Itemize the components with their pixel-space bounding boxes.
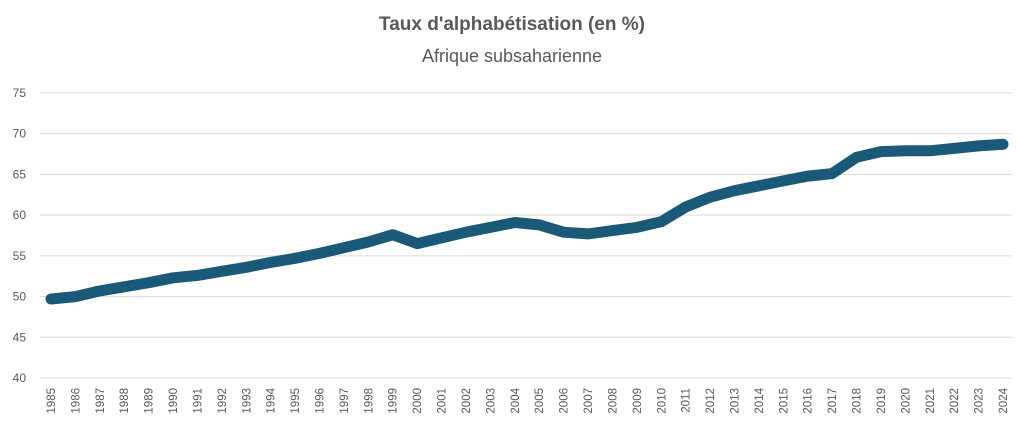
x-tick-label: 1994 xyxy=(266,387,278,413)
x-tick-label: 2023 xyxy=(974,388,986,414)
data-point xyxy=(70,291,81,302)
x-tick-label: 2020 xyxy=(900,388,912,414)
data-point xyxy=(168,272,179,283)
series-group xyxy=(45,138,1009,305)
data-point xyxy=(802,171,813,182)
x-tick-label: 1985 xyxy=(46,388,58,414)
data-point xyxy=(412,238,423,249)
data-point xyxy=(241,262,252,273)
data-point xyxy=(290,253,301,264)
data-point xyxy=(680,202,691,212)
x-tick-label: 2024 xyxy=(998,387,1010,413)
data-point xyxy=(656,216,667,227)
x-tick-label: 1987 xyxy=(95,388,107,414)
data-point xyxy=(851,152,862,163)
x-tick-label: 2013 xyxy=(729,388,741,414)
x-tick-label: 1991 xyxy=(192,388,204,414)
x-tick-label: 1997 xyxy=(339,388,351,414)
data-point xyxy=(461,227,471,238)
y-tick-label: 65 xyxy=(13,167,27,181)
x-tick-label: 1988 xyxy=(119,388,131,414)
y-axis: 40 45 50 55 60 65 70 75 xyxy=(13,86,27,385)
x-tick-label: 1992 xyxy=(217,388,229,414)
data-point xyxy=(631,222,642,233)
data-point xyxy=(924,145,935,156)
x-tick-label: 2014 xyxy=(754,387,766,413)
y-tick-label: 70 xyxy=(13,127,27,141)
y-tick-label: 75 xyxy=(13,86,27,100)
y-tick-label: 60 xyxy=(13,208,27,222)
x-tick-label: 2002 xyxy=(461,388,473,414)
data-point xyxy=(338,242,349,253)
y-tick-label: 45 xyxy=(13,330,27,344)
data-point xyxy=(265,257,276,268)
gridlines xyxy=(40,92,1012,379)
data-point xyxy=(607,225,618,236)
x-tick-label: 1993 xyxy=(241,388,253,414)
data-point xyxy=(436,232,447,243)
x-tick-label: 2005 xyxy=(534,388,546,414)
data-point xyxy=(778,175,789,186)
x-tick-label: 1995 xyxy=(290,388,302,414)
x-tick-label: 2012 xyxy=(705,388,717,414)
data-point xyxy=(314,248,325,259)
data-point xyxy=(705,192,716,203)
x-tick-label: 2015 xyxy=(778,388,790,414)
data-point xyxy=(143,277,154,288)
x-tick-label: 2018 xyxy=(852,388,864,414)
x-tick-label: 2007 xyxy=(583,388,595,414)
x-tick-label: 2000 xyxy=(412,388,424,414)
x-tick-label: 2019 xyxy=(876,388,888,414)
x-tick-label: 2021 xyxy=(925,388,937,414)
x-tick-label: 1998 xyxy=(363,388,375,414)
data-point xyxy=(509,217,520,228)
x-tick-label: 2001 xyxy=(437,388,449,414)
x-tick-label: 1990 xyxy=(168,388,180,414)
data-point xyxy=(973,140,984,151)
x-axis: 1985 1986 1987 1988 1989 1990 1991 1992 1993 1994… xyxy=(46,387,1010,413)
data-point xyxy=(875,146,886,157)
x-tick-label: 2003 xyxy=(485,388,497,414)
x-tick-label: 2008 xyxy=(607,388,619,414)
y-tick-label: 50 xyxy=(13,290,27,304)
x-tick-label: 2006 xyxy=(559,388,571,414)
data-point xyxy=(729,185,740,196)
data-point xyxy=(485,222,496,233)
data-point xyxy=(753,180,764,191)
chart-title: Taux d'alphabétisation (en %) xyxy=(379,14,645,35)
data-point xyxy=(534,219,545,230)
y-tick-label: 40 xyxy=(13,371,27,385)
data-point xyxy=(827,168,838,179)
x-tick-label: 1989 xyxy=(144,388,156,414)
data-point xyxy=(46,294,56,304)
data-point xyxy=(900,145,911,156)
x-tick-label: 2009 xyxy=(632,388,644,414)
data-point xyxy=(583,228,593,239)
x-tick-label: 1986 xyxy=(70,388,82,414)
data-point xyxy=(949,143,960,154)
x-tick-label: 2004 xyxy=(510,387,522,413)
data-point xyxy=(94,285,105,296)
x-tick-label: 2011 xyxy=(681,388,693,413)
x-tick-label: 1999 xyxy=(388,388,400,414)
y-tick-label: 55 xyxy=(13,249,27,263)
data-point xyxy=(119,281,130,292)
series-line-0 xyxy=(45,138,1009,305)
chart-subtitle: Afrique subsaharienne xyxy=(421,46,603,66)
x-tick-label: 2017 xyxy=(827,388,839,414)
x-tick-label: 1996 xyxy=(315,388,327,414)
data-point xyxy=(998,139,1008,150)
x-tick-label: 2022 xyxy=(949,388,961,414)
data-point xyxy=(192,270,203,281)
data-point xyxy=(387,229,398,240)
data-point xyxy=(216,266,227,277)
x-tick-label: 2016 xyxy=(803,388,815,414)
data-point xyxy=(363,237,374,247)
data-point xyxy=(558,227,569,238)
x-tick-label: 2010 xyxy=(656,388,668,414)
